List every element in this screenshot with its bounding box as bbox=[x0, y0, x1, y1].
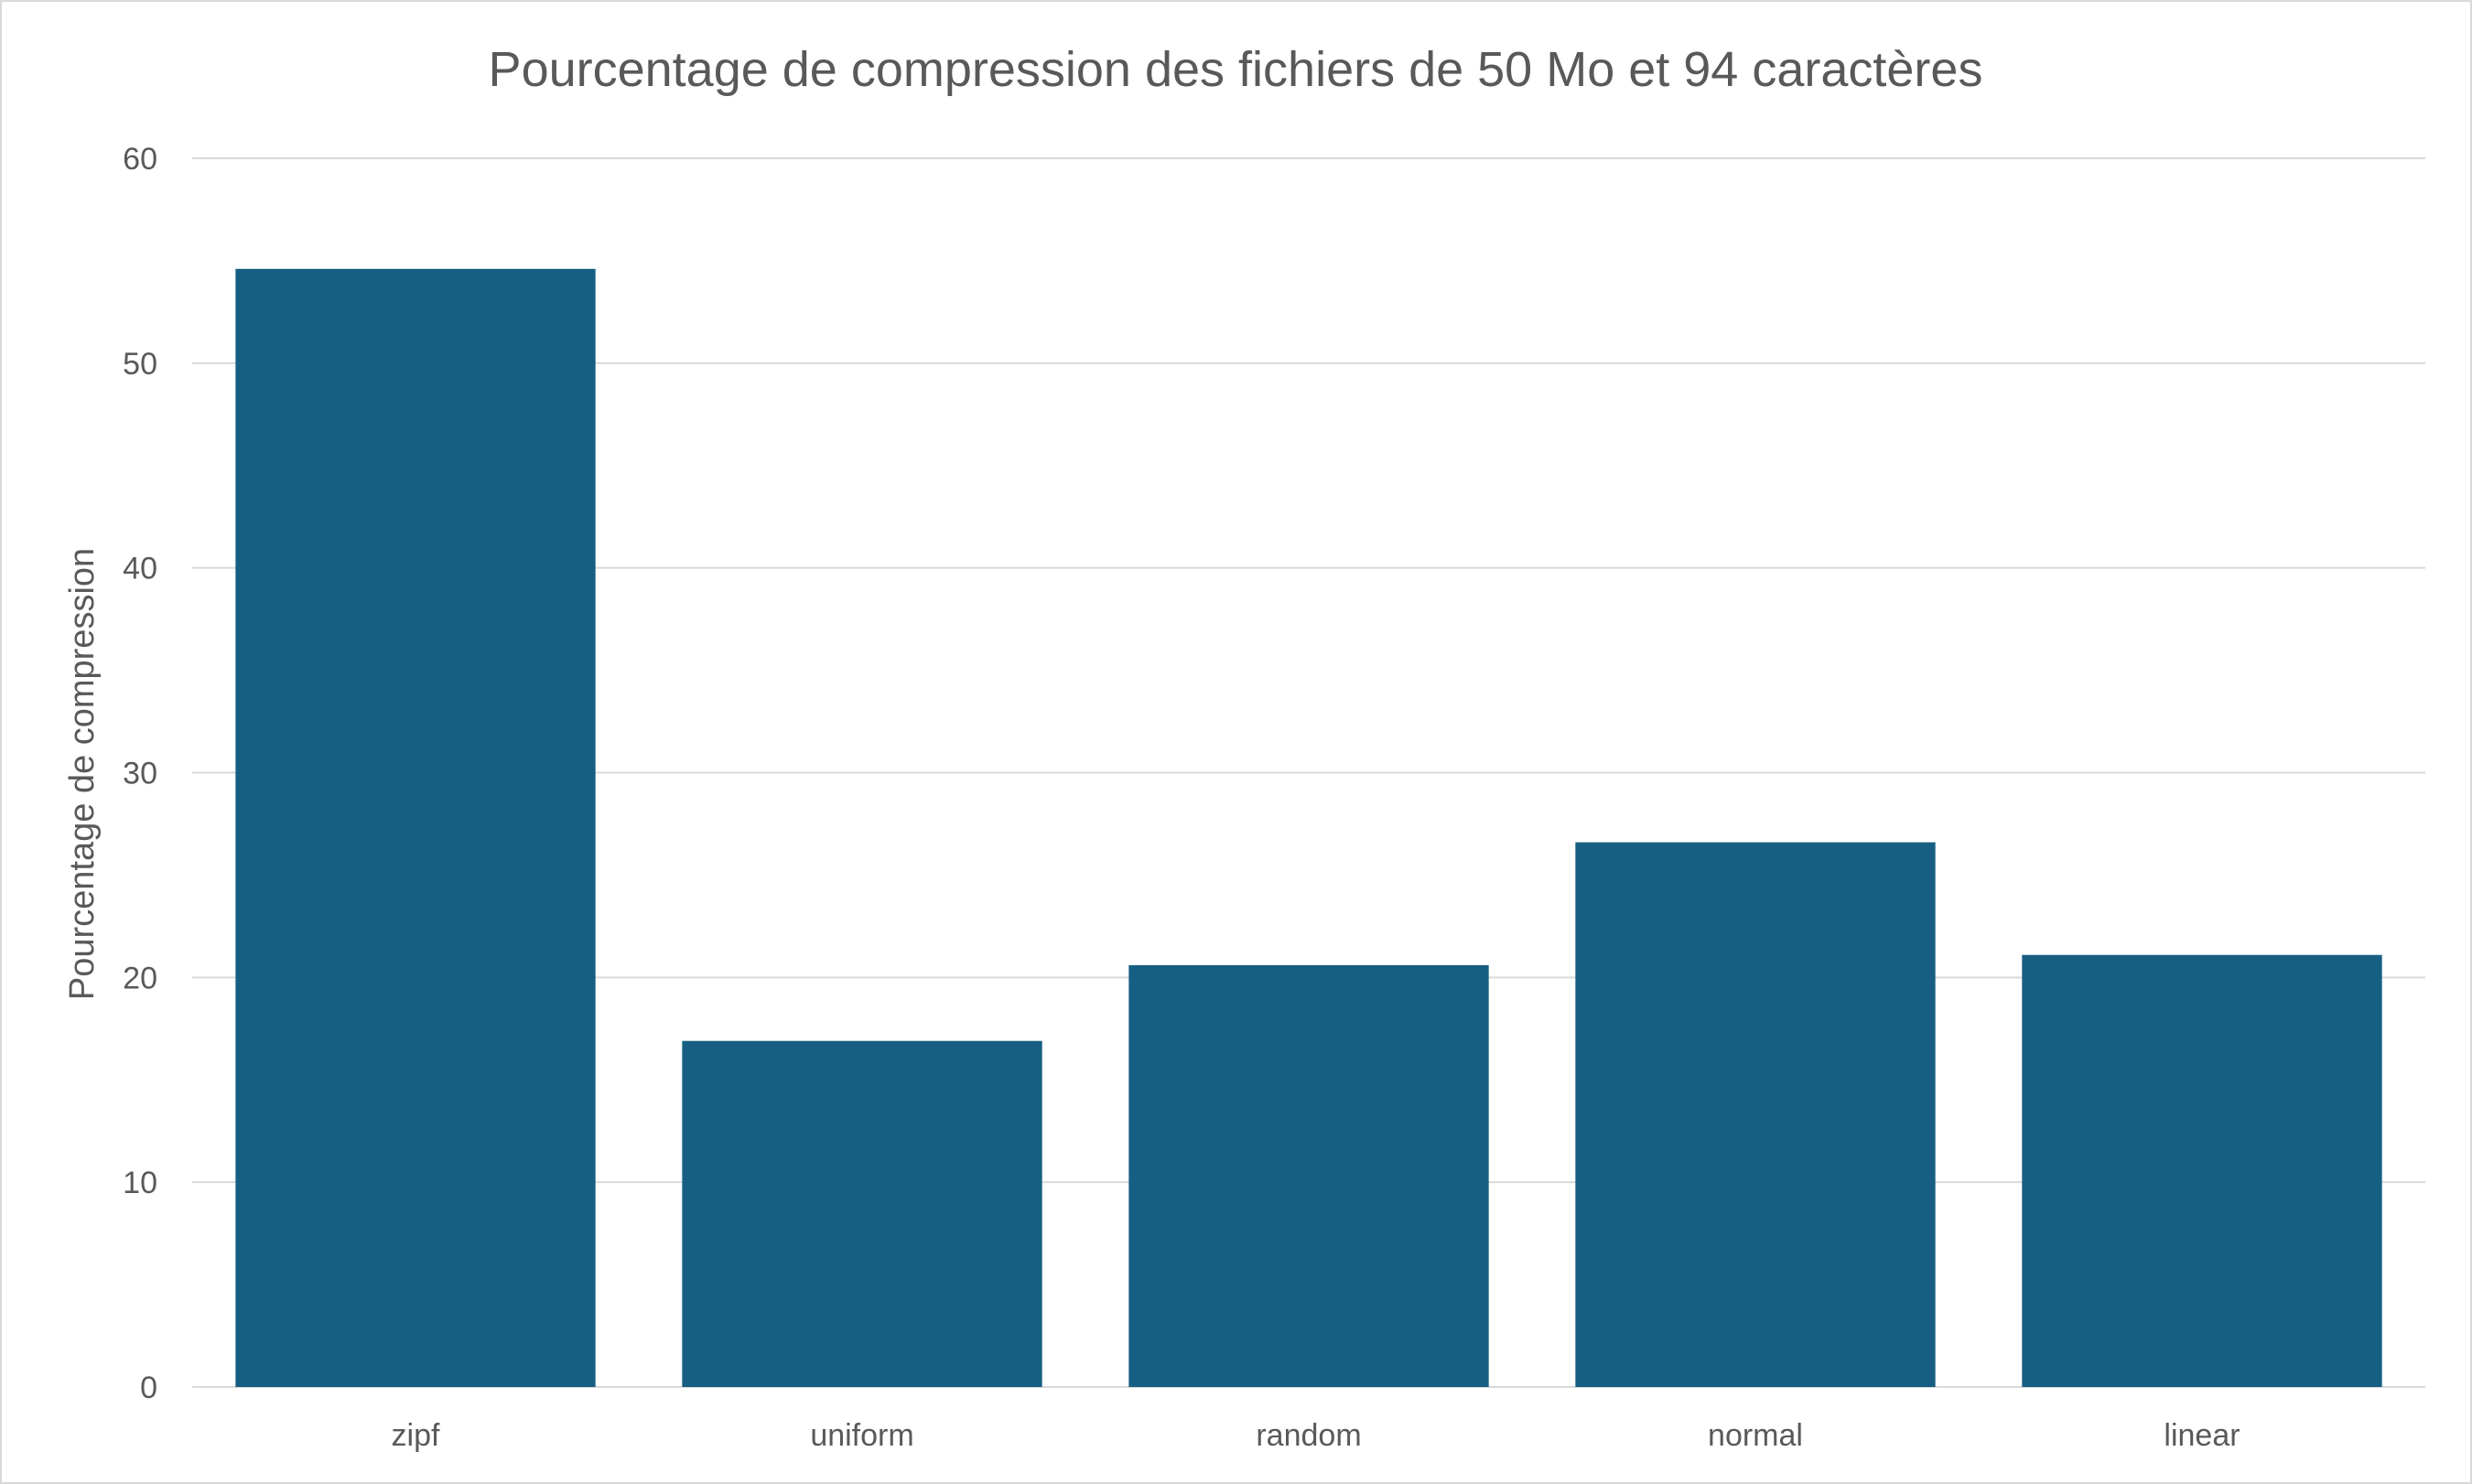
x-tick-label-uniform: uniform bbox=[810, 1418, 913, 1453]
bars bbox=[235, 268, 2382, 1387]
y-tick-label: 20 bbox=[123, 961, 157, 995]
bar-linear bbox=[2022, 954, 2382, 1387]
y-tick-label: 30 bbox=[123, 757, 157, 791]
y-tick-label: 60 bbox=[123, 142, 157, 177]
y-axis-title: Pourcentage de compression bbox=[63, 548, 102, 1000]
x-tick-label-normal: normal bbox=[1708, 1418, 1803, 1453]
y-axis-ticks: 0 10 20 30 40 50 60 bbox=[123, 142, 157, 1405]
bar-uniform bbox=[682, 1040, 1042, 1387]
chart-title: Pourcentage de compression des fichiers … bbox=[489, 42, 1983, 97]
bar-normal bbox=[1575, 842, 1936, 1387]
y-tick-label: 0 bbox=[140, 1371, 157, 1405]
x-tick-label-linear: linear bbox=[2164, 1418, 2240, 1453]
y-tick-label: 50 bbox=[123, 347, 157, 382]
x-axis-ticks: zipf uniform random normal linear bbox=[392, 1418, 2240, 1453]
x-tick-label-random: random bbox=[1256, 1418, 1361, 1453]
y-tick-label: 40 bbox=[123, 552, 157, 586]
bar-random bbox=[1128, 964, 1489, 1387]
bar-zipf bbox=[235, 268, 596, 1387]
x-tick-label-zipf: zipf bbox=[392, 1418, 440, 1453]
y-tick-label: 10 bbox=[123, 1166, 157, 1200]
